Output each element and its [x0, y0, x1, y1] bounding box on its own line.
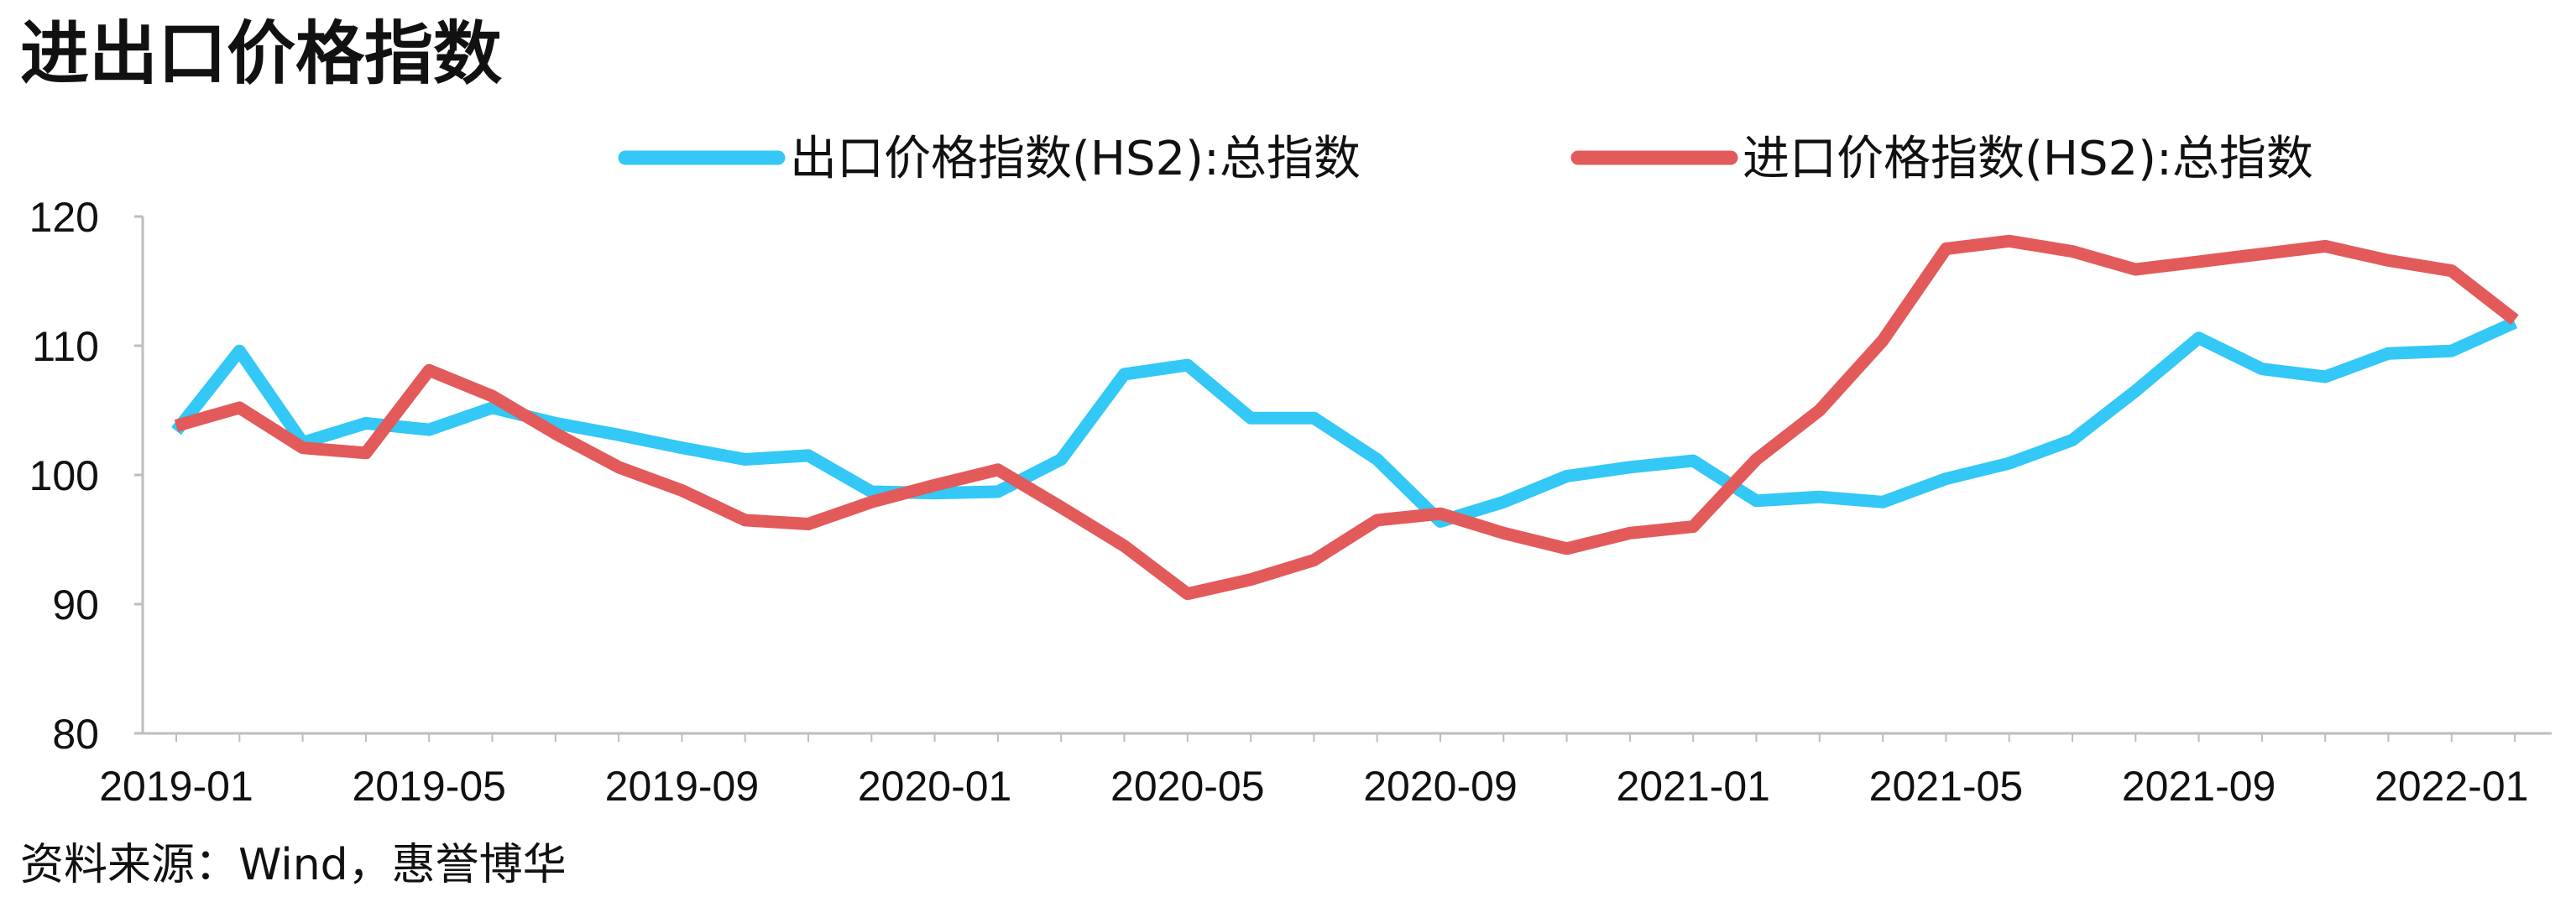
legend-label: 出口价格指数(HS2):总指数	[790, 132, 1361, 186]
series-line-export	[171, 316, 2518, 528]
x-tick-label: 2019-05	[352, 763, 506, 810]
x-tick-label: 2021-09	[2122, 763, 2276, 810]
y-tick-label: 100	[29, 452, 99, 499]
y-tick-label: 120	[29, 194, 99, 241]
x-tick-label: 2021-05	[1869, 763, 2024, 810]
x-tick-label: 2019-01	[99, 763, 253, 810]
y-tick-label: 80	[52, 711, 99, 758]
source-note: 资料来源：Wind，惠誉博华	[20, 840, 567, 890]
series-line-import	[174, 234, 2519, 601]
x-tick-label: 2020-09	[1363, 763, 1518, 810]
x-tick-label: 2019-09	[605, 763, 760, 810]
axes: 80 90 100 110 120 2019-01 2019-05 2019-09 2020-0…	[29, 194, 2552, 810]
legend: 出口价格指数(HS2):总指数 进口价格指数(HS2):总指数	[618, 132, 2313, 186]
legend-label: 进口价格指数(HS2):总指数	[1743, 132, 2313, 186]
x-tick-label: 2020-05	[1110, 763, 1265, 810]
y-tick-label: 110	[32, 323, 99, 370]
y-tick-label: 90	[52, 581, 99, 628]
x-tick-label: 2022-01	[2375, 763, 2529, 810]
chart-title: 进出口价格指数	[20, 14, 503, 94]
x-tick-label: 2020-01	[858, 763, 1012, 810]
series-layer	[171, 234, 2519, 601]
x-tick-label: 2021-01	[1616, 763, 1770, 810]
